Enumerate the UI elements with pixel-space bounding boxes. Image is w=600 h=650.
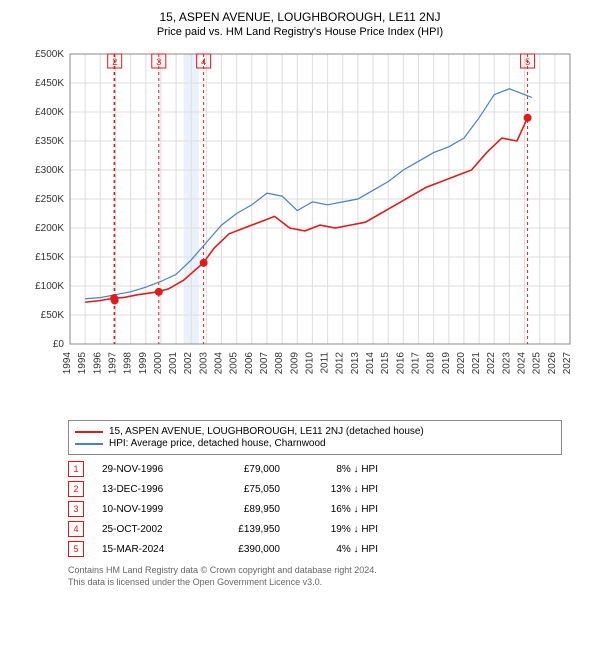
svg-text:2022: 2022 [486,352,497,375]
legend-item: 15, ASPEN AVENUE, LOUGHBOROUGH, LE11 2NJ… [75,426,555,437]
svg-text:£400K: £400K [35,107,64,118]
row-date: 29-NOV-1996 [102,464,192,475]
legend-swatch [75,431,103,433]
table-row: 4 25-OCT-2002 £139,950 19% ↓ HPI [68,519,562,539]
row-date: 15-MAR-2024 [102,544,192,555]
svg-text:2014: 2014 [365,352,376,375]
row-price: £79,000 [210,464,280,475]
svg-text:£150K: £150K [35,252,64,263]
legend-label: 15, ASPEN AVENUE, LOUGHBOROUGH, LE11 2NJ… [109,426,424,437]
svg-text:£300K: £300K [35,165,64,176]
svg-text:2000: 2000 [153,352,164,375]
row-price: £75,050 [210,484,280,495]
table-row: 2 13-DEC-1996 £75,050 13% ↓ HPI [68,479,562,499]
row-delta: 16% ↓ HPI [298,504,378,515]
page-subtitle: Price paid vs. HM Land Registry's House … [8,26,592,38]
svg-text:2003: 2003 [198,352,209,375]
svg-text:1999: 1999 [138,352,149,375]
legend-swatch [75,443,103,445]
table-row: 3 10-NOV-1999 £89,950 16% ↓ HPI [68,499,562,519]
svg-text:2012: 2012 [335,352,346,375]
legend-item: HPI: Average price, detached house, Char… [75,438,555,449]
svg-text:£200K: £200K [35,223,64,234]
svg-text:£100K: £100K [35,281,64,292]
svg-text:2005: 2005 [229,352,240,375]
svg-text:4: 4 [201,57,206,67]
row-delta: 4% ↓ HPI [298,544,378,555]
svg-text:2019: 2019 [441,352,452,375]
svg-text:£50K: £50K [41,310,65,321]
row-date: 25-OCT-2002 [102,524,192,535]
svg-text:2001: 2001 [168,352,179,375]
svg-text:£250K: £250K [35,194,64,205]
svg-text:2025: 2025 [532,352,543,375]
footer-attribution: Contains HM Land Registry data © Crown c… [68,565,562,588]
row-index: 1 [68,461,84,477]
svg-text:5: 5 [525,57,530,67]
svg-text:£0: £0 [53,339,65,350]
price-chart: £0 £50K £100K £150K £200K £250K £300K £350K £400… [20,44,580,414]
svg-text:2002: 2002 [183,352,194,375]
transactions-table: 1 29-NOV-1996 £79,000 8% ↓ HPI 2 13-DEC-1996 £… [68,459,562,559]
row-delta: 13% ↓ HPI [298,484,378,495]
svg-text:2015: 2015 [380,352,391,375]
row-date: 10-NOV-1999 [102,504,192,515]
svg-text:2018: 2018 [426,352,437,375]
row-price: £89,950 [210,504,280,515]
row-index: 2 [68,481,84,497]
svg-text:1997: 1997 [107,352,118,375]
row-price: £139,950 [210,524,280,535]
svg-text:2016: 2016 [395,352,406,375]
table-row: 1 29-NOV-1996 £79,000 8% ↓ HPI [68,459,562,479]
svg-text:2021: 2021 [471,352,482,375]
svg-text:2006: 2006 [244,352,255,375]
row-price: £390,000 [210,544,280,555]
row-index: 5 [68,541,84,557]
svg-text:£500K: £500K [35,49,64,60]
row-date: 13-DEC-1996 [102,484,192,495]
table-row: 5 15-MAR-2024 £390,000 4% ↓ HPI [68,539,562,559]
svg-text:2023: 2023 [501,352,512,375]
svg-text:1994: 1994 [62,352,73,375]
svg-text:2017: 2017 [410,352,421,375]
svg-text:1995: 1995 [77,352,88,375]
svg-text:2009: 2009 [289,352,300,375]
row-index: 4 [68,521,84,537]
svg-text:2004: 2004 [214,352,225,375]
svg-text:2020: 2020 [456,352,467,375]
svg-text:1996: 1996 [92,352,103,375]
legend: 15, ASPEN AVENUE, LOUGHBOROUGH, LE11 2NJ… [68,420,562,455]
page-title: 15, ASPEN AVENUE, LOUGHBOROUGH, LE11 2NJ [8,10,592,24]
svg-text:£450K: £450K [35,78,64,89]
svg-text:2: 2 [112,57,117,67]
svg-text:2007: 2007 [259,352,270,375]
svg-text:2010: 2010 [304,352,315,375]
row-delta: 19% ↓ HPI [298,524,378,535]
svg-text:£350K: £350K [35,136,64,147]
footer-line: This data is licensed under the Open Gov… [68,577,562,589]
svg-text:3: 3 [156,57,161,67]
svg-text:1998: 1998 [123,352,134,375]
svg-text:2027: 2027 [562,352,573,375]
svg-text:2013: 2013 [350,352,361,375]
svg-text:2008: 2008 [274,352,285,375]
row-delta: 8% ↓ HPI [298,464,378,475]
row-index: 3 [68,501,84,517]
svg-text:2026: 2026 [547,352,558,375]
svg-text:2024: 2024 [517,352,528,375]
footer-line: Contains HM Land Registry data © Crown c… [68,565,562,577]
legend-label: HPI: Average price, detached house, Char… [109,438,326,449]
svg-text:2011: 2011 [320,352,331,374]
